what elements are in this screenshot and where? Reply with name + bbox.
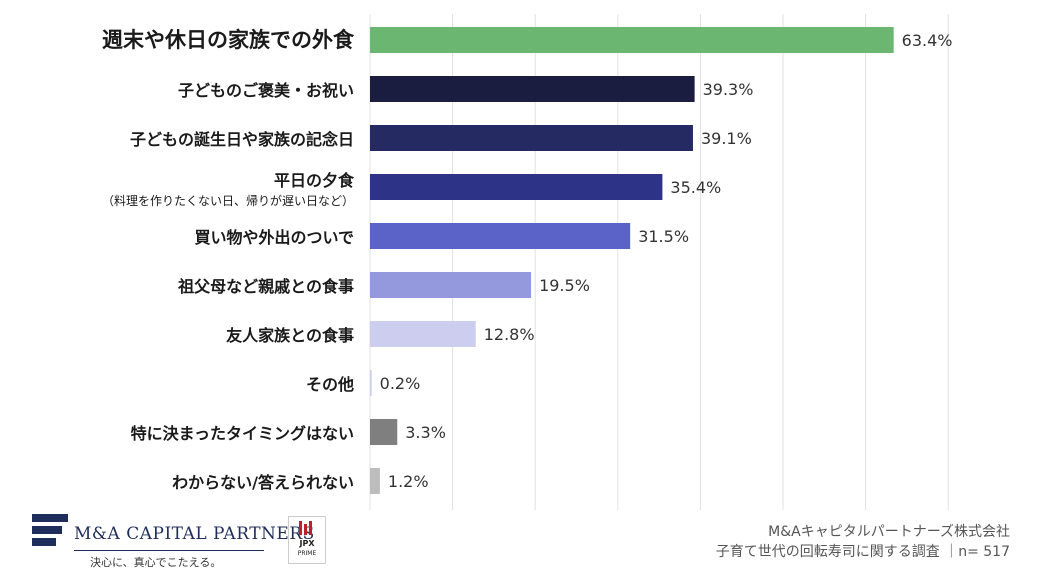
source-survey: 子育て世代の回転寿司に関する調査 ｜n= 517 (715, 544, 1010, 560)
value-label: 3.3% (405, 423, 446, 442)
category-label: 平日の夕食 (274, 171, 355, 190)
jpx-logo-name: JPX (299, 539, 315, 548)
value-label: 12.8% (484, 325, 535, 344)
value-label: 39.3% (703, 80, 754, 99)
bar (370, 370, 372, 396)
company-logo-mark (32, 514, 68, 552)
category-label: 週末や休日の家族での外食 (102, 28, 355, 52)
bar (370, 76, 695, 102)
company-logo-rule (74, 550, 264, 551)
company-logo: M&A CAPITAL PARTNERS 決心に、真心でこたえる。 (32, 512, 314, 569)
bar (370, 272, 532, 298)
category-label: 子どものご褒美・お祝い (178, 81, 354, 100)
bar (370, 419, 398, 445)
category-label: 友人家族との食事 (226, 326, 354, 345)
bars (370, 27, 894, 494)
company-logo-name: M&A CAPITAL PARTNERS (74, 524, 315, 544)
bar (370, 223, 631, 249)
category-label: 祖父母など親戚との食事 (177, 277, 354, 296)
value-label: 19.5% (539, 276, 590, 295)
value-label: 63.4% (902, 31, 953, 50)
bar (370, 27, 894, 53)
category-label: 特に決まったタイミングはない (131, 424, 354, 443)
category-label: その他 (306, 375, 354, 394)
bar (370, 174, 663, 200)
jpx-prime-logo: JPX PRIME (288, 516, 326, 564)
value-label: 35.4% (670, 178, 721, 197)
category-label: 買い物や外出のついで (194, 228, 354, 247)
source-company: M&Aキャピタルパートナーズ株式会社 (768, 524, 1010, 540)
value-label: 39.1% (701, 129, 752, 148)
jpx-logo-prime: PRIME (297, 550, 317, 557)
category-label: わからない/答えられない (172, 473, 354, 492)
category-note: （料理を作りたくない日、帰りが遅い日など） (102, 193, 354, 208)
value-label: 0.2% (380, 374, 421, 393)
source-note: M&Aキャピタルパートナーズ株式会社 子育て世代の回転寿司に関する調査 ｜n= … (716, 522, 1010, 562)
value-label: 31.5% (638, 227, 689, 246)
bar (370, 125, 693, 151)
category-label: 子どもの誕生日や家族の記念日 (130, 130, 354, 149)
category-labels: 週末や休日の家族での外食子どものご褒美・お祝い子どもの誕生日や家族の記念日平日の… (102, 28, 355, 492)
company-tagline: 決心に、真心でこたえる。 (90, 556, 222, 569)
bar-chart: 週末や休日の家族での外食子どものご褒美・お祝い子どもの誕生日や家族の記念日平日の… (102, 14, 953, 510)
bar (370, 321, 476, 347)
value-labels: 63.4% 39.3% 39.1% 35.4% 31.5% 19.5% 12.8% 0.2% 3… (380, 31, 953, 491)
bar (370, 468, 380, 494)
value-label: 1.2% (388, 472, 429, 491)
jpx-bars-icon (299, 521, 315, 535)
